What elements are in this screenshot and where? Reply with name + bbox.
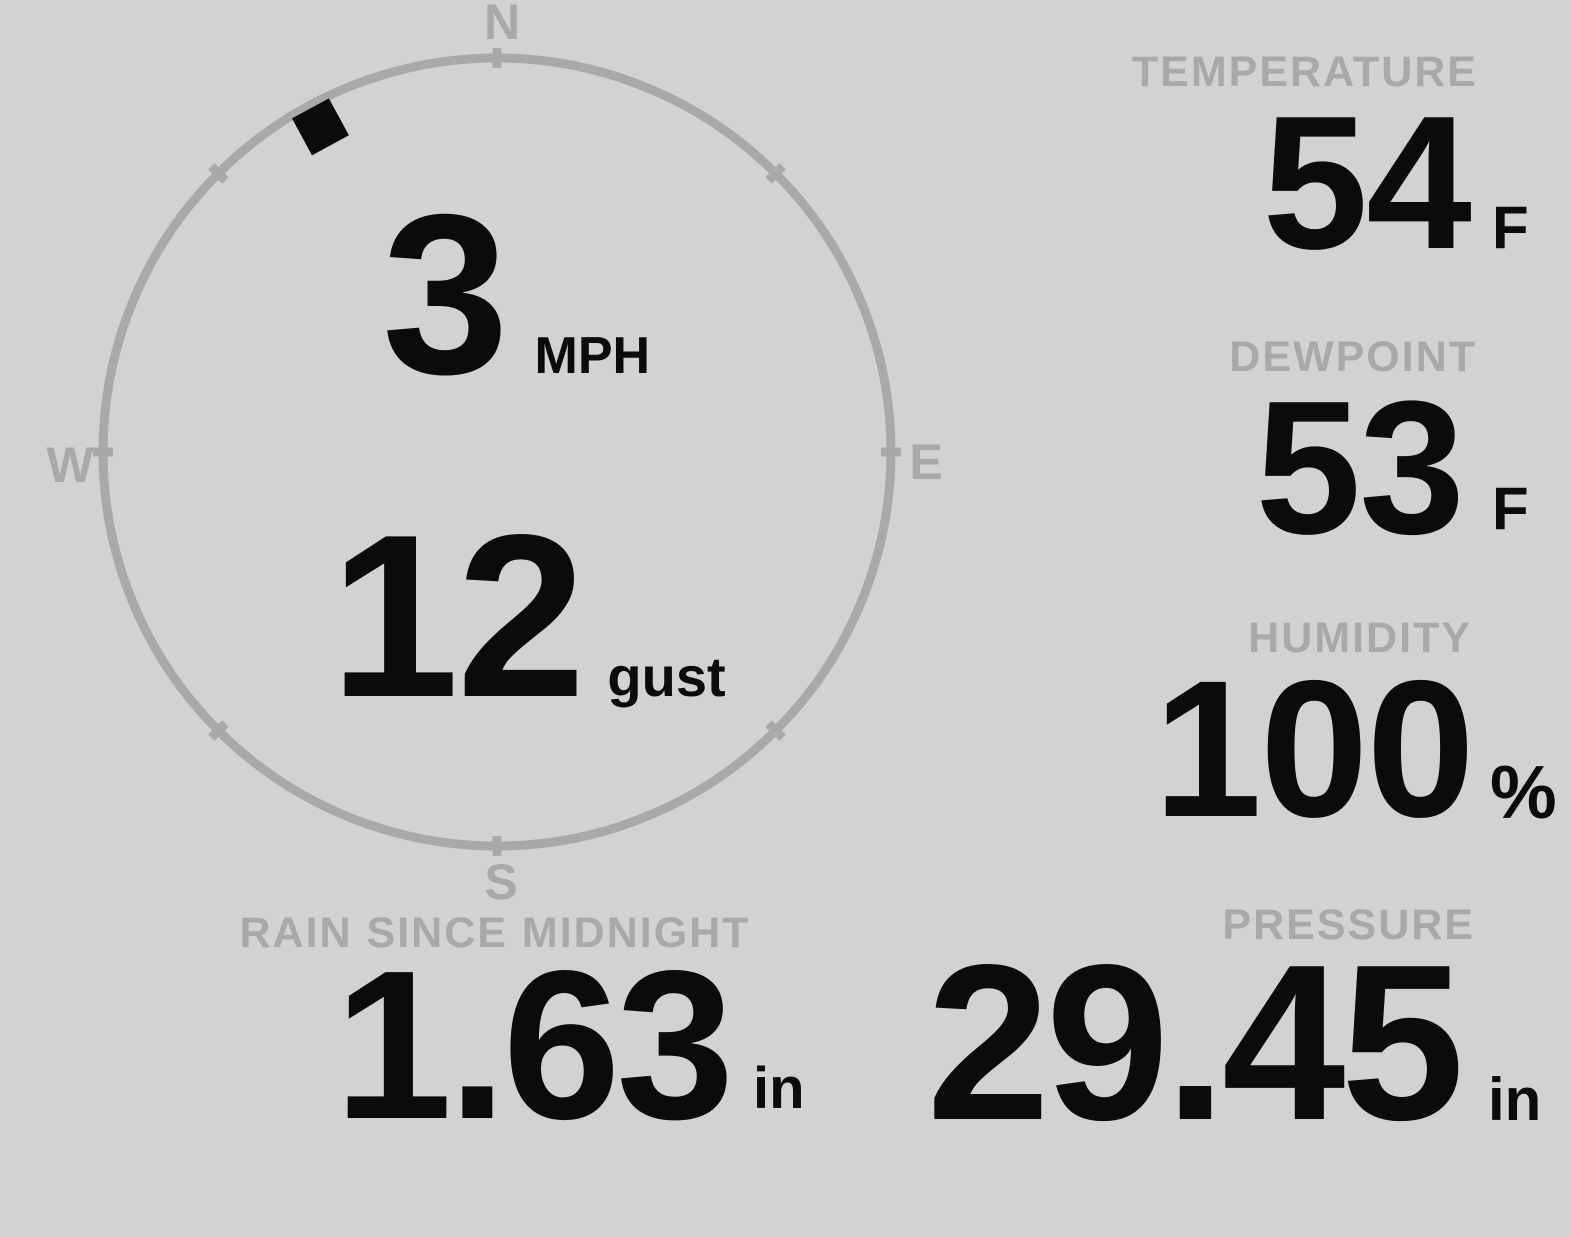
compass-dial	[93, 48, 901, 856]
humidity-metric: 100	[1154, 652, 1475, 847]
dewpoint-label: DEWPOINT	[1229, 333, 1477, 381]
temperature-unit: F	[1492, 194, 1529, 261]
dewpoint-unit: F	[1492, 475, 1529, 542]
humidity-value: 100	[1153, 640, 1475, 858]
compass-ticks	[93, 48, 901, 856]
dewpoint-value: 53	[1255, 362, 1464, 574]
wind-gust-unit: gust	[607, 645, 726, 708]
dewpoint-metric: 53	[1255, 373, 1464, 563]
rain-metric: 1.63	[334, 939, 734, 1151]
wind-speed-unit: MPH	[534, 327, 651, 385]
compass-label-west: W	[46, 437, 94, 493]
wind-gust: 12 gust	[330, 501, 726, 733]
wind-speed: 3 MPH	[382, 181, 650, 409]
rain-label: RAIN SINCE MIDNIGHT	[239, 909, 751, 957]
compass-label-east: E	[909, 434, 943, 490]
temperature-value: 54	[1262, 77, 1471, 289]
compass-label-south: S	[484, 854, 518, 910]
pressure-label: PRESSURE	[1222, 901, 1475, 949]
rain-unit: in	[753, 1056, 805, 1121]
wind-gust-value: 12	[330, 487, 586, 746]
pressure-unit: in	[1488, 1066, 1542, 1133]
pressure-value: 29.45	[926, 919, 1465, 1167]
compass-label-north: N	[483, 0, 521, 50]
temperature-metric: 54	[1262, 88, 1471, 278]
wind-direction-marker-group	[291, 98, 349, 156]
humidity-unit: %	[1490, 750, 1557, 834]
wind-direction-marker	[291, 98, 349, 156]
rain-value: 1.63	[334, 926, 734, 1163]
wind-speed-value: 3	[382, 168, 509, 422]
temperature-label: TEMPERATURE	[1131, 48, 1478, 96]
pressure-metric: 29.45	[927, 932, 1465, 1154]
humidity-label: HUMIDITY	[1248, 614, 1472, 662]
